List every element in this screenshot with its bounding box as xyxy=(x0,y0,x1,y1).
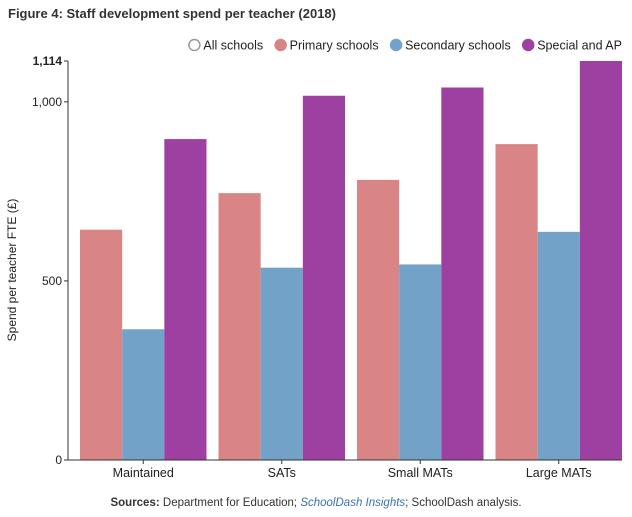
legend-item-secondary-schools[interactable]: Secondary schools xyxy=(389,38,511,53)
bars xyxy=(80,61,622,460)
sources-label: Sources: xyxy=(110,497,160,509)
legend-item-all-schools[interactable]: All schools xyxy=(188,38,263,53)
schooldash-insights-link[interactable]: SchoolDash Insights xyxy=(300,497,406,509)
x-tick-label-maintained: Maintained xyxy=(113,466,174,480)
x-tick-label-sats: SATs xyxy=(268,466,296,480)
bar-small-mats-special-and-ap[interactable] xyxy=(441,87,484,460)
legend-marker-primary-schools xyxy=(274,38,287,52)
y-tick-label-500: 500 xyxy=(42,274,62,288)
legend-label-secondary-schools: Secondary schools xyxy=(405,39,511,53)
legend: Special and AP Secondary schools Primary s… xyxy=(188,38,622,53)
bar-sats-secondary-schools[interactable] xyxy=(260,267,303,460)
bar-maintained-secondary-schools[interactable] xyxy=(122,329,165,460)
x-axis: Maintained SATs Small MATs Large MATs xyxy=(68,459,622,480)
legend-label-special-and-ap: Special and AP xyxy=(537,39,622,53)
legend-marker-special-and-ap xyxy=(521,38,535,52)
legend-label-primary-schools: Primary schools xyxy=(290,39,379,53)
legend-item-special-and-ap[interactable]: Special and AP xyxy=(521,38,622,53)
bar-sats-special-and-ap[interactable] xyxy=(302,95,345,460)
legend-item-primary-schools[interactable]: Primary schools xyxy=(274,38,379,53)
legend-label-all-schools: All schools xyxy=(203,39,263,53)
chart-title: Figure 4: Staff development spend per te… xyxy=(8,6,336,21)
bar-maintained-primary-schools[interactable] xyxy=(80,229,123,460)
bar-large-mats-secondary-schools[interactable] xyxy=(537,231,580,460)
sources-text-2: ; SchoolDash analysis. xyxy=(405,497,522,509)
bar-large-mats-special-and-ap[interactable] xyxy=(579,61,622,460)
y-tick-label-1-114: 1,114 xyxy=(33,54,63,68)
y-tick-label-1-000: 1,000 xyxy=(32,95,62,109)
bar-small-mats-primary-schools[interactable] xyxy=(357,179,400,460)
legend-marker-secondary-schools xyxy=(389,38,403,52)
sources-footer: Sources: Department for Education; Schoo… xyxy=(0,497,632,509)
y-tick-label-0: 0 xyxy=(55,453,62,467)
y-axis-label: Spend per teacher FTE (£) xyxy=(5,199,19,342)
x-tick-label-small-mats: Small MATs xyxy=(388,466,453,480)
x-tick-label-large-mats: Large MATs xyxy=(526,466,592,480)
y-axis: 0 500 1,000 1,114 xyxy=(32,54,69,467)
sources-text-1: Department for Education; xyxy=(159,497,301,509)
bar-sats-primary-schools[interactable] xyxy=(218,193,261,460)
bar-maintained-special-and-ap[interactable] xyxy=(164,139,207,460)
bar-large-mats-primary-schools[interactable] xyxy=(495,144,538,460)
bar-small-mats-secondary-schools[interactable] xyxy=(399,264,442,460)
bar-chart: Special and AP Secondary schools Primary s… xyxy=(5,38,622,480)
legend-marker-all-schools xyxy=(188,38,201,52)
